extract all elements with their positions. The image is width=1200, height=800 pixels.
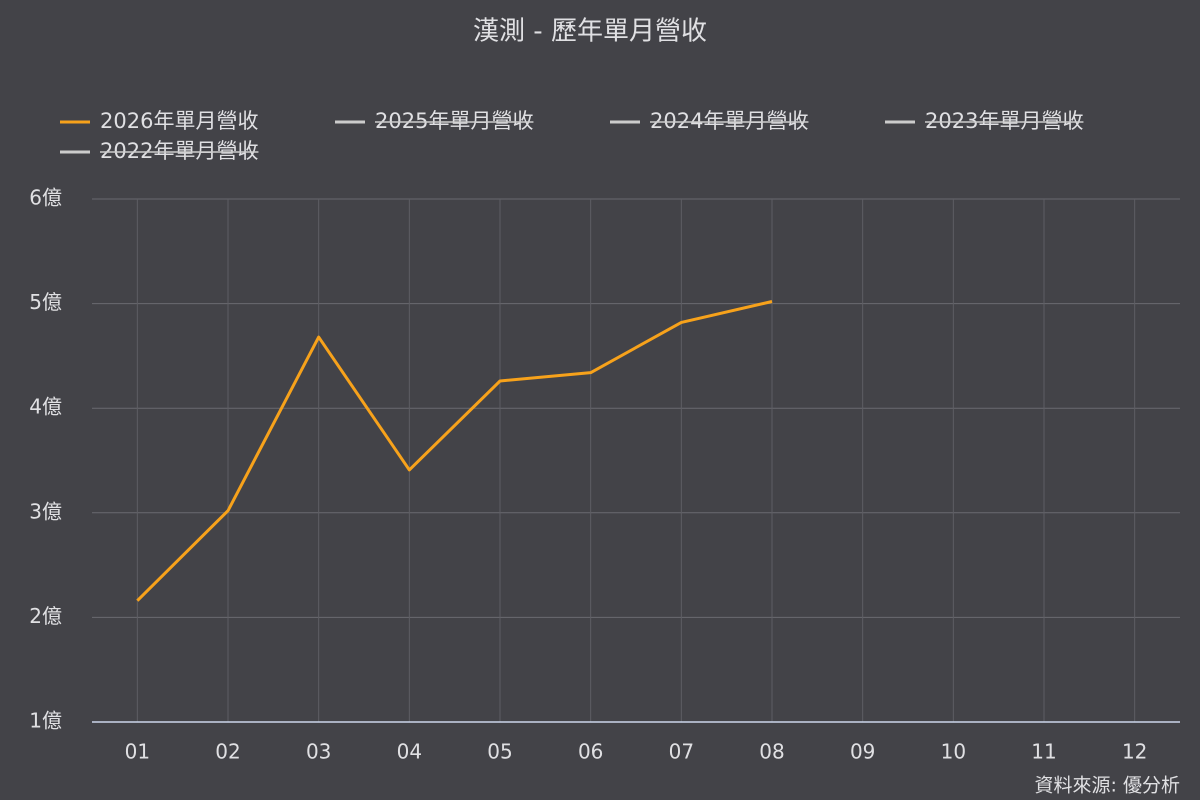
y-tick-label: 6億 <box>29 186 62 210</box>
x-tick-label: 02 <box>215 740 240 764</box>
x-tick-label: 04 <box>397 740 422 764</box>
legend-label[interactable]: 2025年單月營收 <box>375 109 533 133</box>
legend-label[interactable]: 2022年單月營收 <box>100 139 258 163</box>
y-tick-label: 3億 <box>29 499 62 523</box>
legend-label[interactable]: 2024年單月營收 <box>650 109 808 133</box>
x-tick-label: 03 <box>306 740 331 764</box>
y-tick-label: 1億 <box>29 709 62 733</box>
x-tick-label: 01 <box>125 740 150 764</box>
legend-label[interactable]: 2026年單月營收 <box>100 109 258 133</box>
series-line <box>136 300 773 602</box>
x-tick-label: 08 <box>759 740 784 764</box>
x-tick-label: 09 <box>850 740 875 764</box>
x-tick-label: 07 <box>669 740 694 764</box>
source: 資料來源: 優分析 <box>1035 775 1180 797</box>
legend-label[interactable]: 2023年單月營收 <box>925 109 1083 133</box>
chart-title: 漢測 - 歷年單月營收 <box>473 17 707 47</box>
x-tick-label: 05 <box>487 740 512 764</box>
x-tick-label: 12 <box>1122 740 1147 764</box>
x-tick-label: 11 <box>1031 740 1056 764</box>
y-tick-label: 2億 <box>29 604 62 628</box>
y-tick-label: 5億 <box>29 290 62 314</box>
x-tick-label: 06 <box>578 740 603 764</box>
x-tick-label: 10 <box>941 740 966 764</box>
y-tick-label: 4億 <box>29 395 62 419</box>
